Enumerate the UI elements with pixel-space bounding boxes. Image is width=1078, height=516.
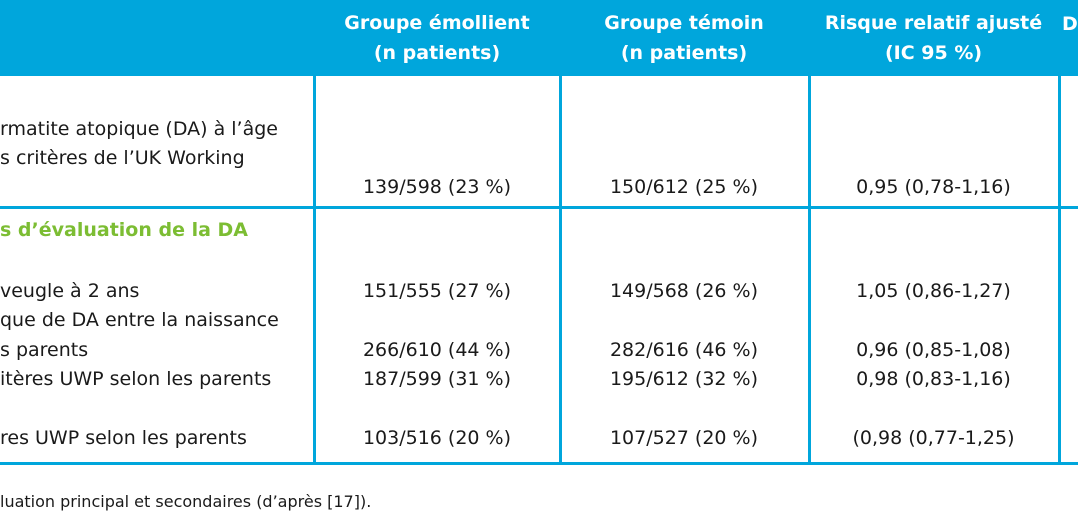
row-rr-value: 0,96 (0,85-1,08) [856,339,1011,361]
header-emollient-group: Groupe émollient (n patients) [344,12,530,64]
column-rule [313,0,316,465]
row-emollient-value: 103/516 (20 %) [362,427,512,449]
column-rule [1058,0,1061,465]
primary-emollient-value: 139/598 (23 %) [362,176,512,198]
table-bottom-rule [0,462,1078,465]
row-rr-value: 0,98 (0,83-1,16) [856,368,1011,390]
row-control-value: 282/616 (46 %) [609,339,759,361]
row-label: veugle à 2 ans [0,280,140,302]
header-next-column-partial: D [1062,13,1078,35]
row-label: res UWP selon les parents [0,427,247,449]
primary-outcome-label-line: s critères de l’UK Working [0,147,245,169]
table-caption: luation principal et secondaires (d’aprè… [0,492,372,511]
row-control-value: 149/568 (26 %) [609,280,759,302]
row-label: que de DA entre la naissance [0,309,279,331]
column-rule [808,0,811,465]
row-label: s parents [0,339,89,361]
primary-rr-value: 0,95 (0,78-1,16) [856,176,1011,198]
row-rule [0,206,1078,209]
primary-outcome-label-line: rmatite atopique (DA) à l’âge [0,118,278,140]
header-control-group: Groupe témoin (n patients) [604,12,764,64]
column-rule [559,0,562,465]
row-label: itères UWP selon les parents [0,368,272,390]
table-header [0,0,1078,76]
row-rr-value: (0,98 (0,77-1,25) [852,427,1015,449]
primary-control-value: 150/612 (25 %) [609,176,759,198]
row-emollient-value: 187/599 (31 %) [362,368,512,390]
row-emollient-value: 266/610 (44 %) [362,339,512,361]
header-relative-risk: Risque relatif ajusté (IC 95 %) [824,12,1043,64]
section-title: s d’évaluation de la DA [0,219,249,241]
row-control-value: 195/612 (32 %) [609,368,759,390]
row-control-value: 107/527 (20 %) [609,427,759,449]
row-emollient-value: 151/555 (27 %) [362,280,512,302]
row-rr-value: 1,05 (0,86-1,27) [856,280,1011,302]
